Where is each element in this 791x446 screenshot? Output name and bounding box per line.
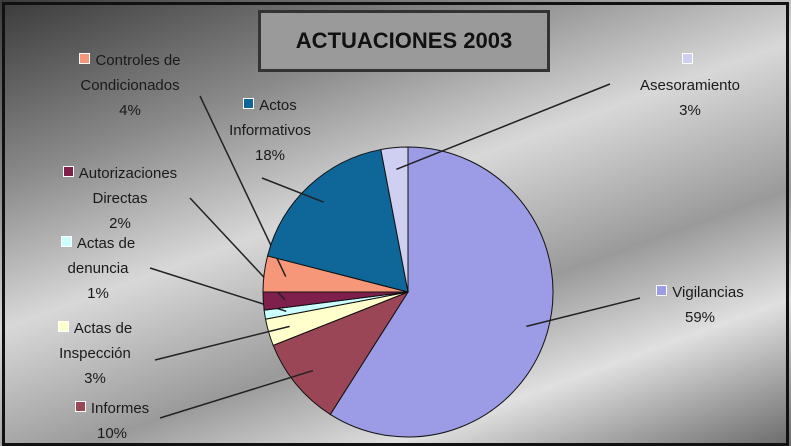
slice-label: Actas de denuncia 1%: [43, 231, 153, 306]
leader-line: [160, 371, 313, 418]
category-label: Actos Informativos: [215, 93, 325, 143]
value-label: 18%: [215, 143, 325, 168]
slice-label: Controles de Condicionados 4%: [60, 48, 200, 123]
legend-swatch: [243, 98, 254, 109]
chart: ACTUACIONES 2003 Vigilancias 59% Informes 1…: [0, 0, 791, 446]
category-label: Informes: [57, 396, 167, 421]
category-name: Actos Informativos: [229, 97, 311, 139]
category-label: Controles de Condicionados: [60, 48, 200, 98]
category-label: Vigilancias: [645, 280, 755, 305]
category-label: Actas de Inspección: [30, 316, 160, 366]
category-label: Autorizaciones Directas: [50, 161, 190, 211]
value-label: 1%: [43, 281, 153, 306]
category-name: Controles de Condicionados: [80, 52, 180, 94]
category-name: Autorizaciones Directas: [79, 165, 177, 207]
category-name: Actas de denuncia: [68, 235, 136, 277]
chart-title: ACTUACIONES 2003: [258, 10, 550, 72]
category-label: Asesoramiento: [635, 48, 745, 98]
slice-label: Asesoramiento 3%: [635, 48, 745, 123]
legend-swatch: [58, 321, 69, 332]
category-label: Actas de denuncia: [43, 231, 153, 281]
legend-swatch: [75, 401, 86, 412]
legend-swatch: [61, 236, 72, 247]
slice-label: Actos Informativos 18%: [215, 93, 325, 168]
leader-line: [396, 84, 610, 169]
leader-line: [155, 326, 290, 360]
value-label: 4%: [60, 98, 200, 123]
legend-swatch: [682, 53, 693, 64]
slice-label: Vigilancias 59%: [645, 280, 755, 330]
value-label: 10%: [57, 421, 167, 446]
legend-swatch: [79, 53, 90, 64]
category-name: Informes: [91, 400, 149, 417]
value-label: 3%: [30, 366, 160, 391]
legend-swatch: [63, 166, 74, 177]
slice-label: Autorizaciones Directas 2%: [50, 161, 190, 236]
category-name: Actas de Inspección: [59, 320, 132, 362]
slice-label: Actas de Inspección 3%: [30, 316, 160, 391]
value-label: 59%: [645, 305, 755, 330]
value-label: 3%: [635, 98, 745, 123]
category-name: Asesoramiento: [640, 77, 740, 94]
category-name: Vigilancias: [672, 284, 743, 301]
legend-swatch: [656, 285, 667, 296]
slice-label: Informes 10%: [57, 396, 167, 446]
value-label: 2%: [50, 211, 190, 236]
